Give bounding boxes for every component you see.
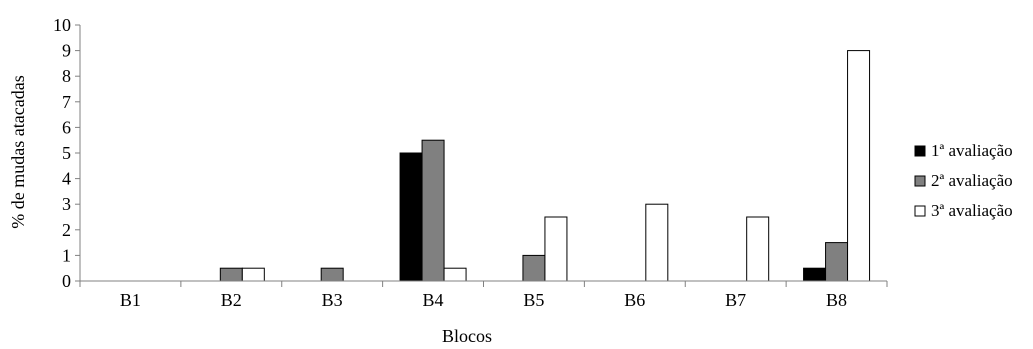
- y-tick-label: 3: [62, 194, 71, 214]
- x-tick-label: B5: [523, 290, 544, 310]
- x-tick-label: B6: [624, 290, 645, 310]
- y-tick-label: 8: [62, 66, 71, 86]
- bar-b6-series-3: [645, 203, 669, 282]
- y-tick-label: 1: [62, 245, 71, 265]
- legend: 1ª avaliação 2ª avaliação 3ª avaliação: [914, 141, 1013, 220]
- x-tick-label: B7: [725, 290, 746, 310]
- legend-swatch-series-1: [914, 145, 926, 157]
- y-tick-label: 0: [62, 271, 71, 291]
- bar-b5-series-3: [544, 216, 568, 282]
- bar-b3-series-2: [320, 267, 344, 282]
- x-tick-label: B4: [423, 290, 444, 310]
- x-tick-label: B3: [322, 290, 343, 310]
- x-tick-label: B2: [221, 290, 242, 310]
- bar-b7-series-3: [746, 216, 770, 282]
- legend-label-series-3: 3ª avaliação: [931, 201, 1013, 220]
- legend-swatch-series-2: [914, 175, 926, 187]
- y-tick-label: 9: [62, 41, 71, 61]
- x-tick-label: B8: [826, 290, 847, 310]
- bar-b8-series-1: [803, 267, 827, 282]
- y-tick-label: 2: [62, 220, 71, 240]
- legend-label-series-1: 1ª avaliação: [931, 141, 1013, 160]
- bar-b4-series-3: [443, 267, 467, 282]
- y-tick-label: 5: [62, 143, 71, 163]
- y-tick-label: 10: [53, 15, 71, 35]
- bar-b8-series-3: [847, 50, 871, 282]
- legend-label-series-2: 2ª avaliação: [931, 171, 1013, 190]
- x-tick-label: B1: [120, 290, 141, 310]
- bar-b8-series-2: [825, 242, 849, 282]
- y-tick-label: 6: [62, 117, 71, 137]
- plot-area: 0 1 2 3 4 5 6 7 8 9 10 B1 B2 B3 B4 B5 B6 B7 B8: [53, 15, 888, 310]
- bar-b4-series-2: [421, 139, 445, 282]
- bar-b2-series-2: [219, 267, 243, 282]
- legend-swatch-series-3: [914, 205, 926, 217]
- x-axis-label: Blocos: [442, 326, 492, 346]
- y-tick-label: 4: [62, 169, 71, 189]
- y-tick-label: 7: [62, 92, 71, 112]
- bar-b5-series-2: [522, 254, 546, 282]
- bar-b4-series-1: [399, 152, 423, 282]
- bar-b2-series-3: [241, 267, 265, 282]
- y-axis-label: % de mudas atacadas: [8, 75, 28, 228]
